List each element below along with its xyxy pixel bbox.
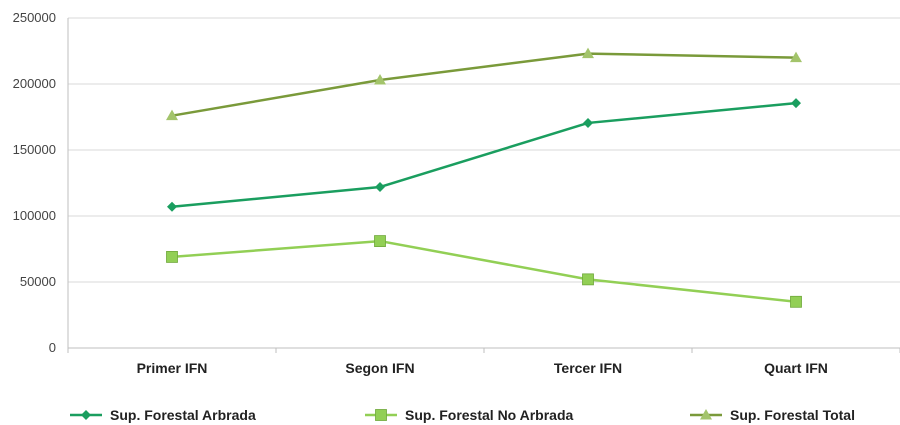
series-line bbox=[171, 52, 797, 117]
y-tick-label: 100000 bbox=[13, 208, 56, 223]
x-category-label: Quart IFN bbox=[764, 360, 828, 376]
x-category-label: Tercer IFN bbox=[554, 360, 622, 376]
series-line bbox=[171, 101, 797, 209]
data-point-diamond bbox=[791, 98, 801, 109]
data-point-square bbox=[375, 409, 387, 421]
x-category-label: Primer IFN bbox=[137, 360, 208, 376]
series-layer bbox=[166, 47, 802, 308]
data-point-square bbox=[374, 235, 386, 247]
grid-lines bbox=[68, 17, 900, 349]
data-point-diamond bbox=[81, 410, 91, 420]
data-point-triangle bbox=[582, 47, 594, 59]
series-1 bbox=[167, 98, 801, 212]
legend-item: Sup. Forestal No Arbrada bbox=[365, 407, 574, 423]
legend-label: Sup. Forestal Arbrada bbox=[110, 407, 256, 423]
data-point-square bbox=[166, 251, 178, 263]
x-category-label: Segon IFN bbox=[345, 360, 414, 376]
y-tick-label: 250000 bbox=[13, 10, 56, 25]
data-point-triangle bbox=[790, 51, 802, 63]
data-point-square bbox=[790, 295, 802, 308]
data-point-diamond bbox=[583, 117, 593, 128]
legend-item: Sup. Forestal Total bbox=[690, 407, 855, 423]
y-tick-label: 150000 bbox=[13, 142, 56, 157]
y-tick-label: 50000 bbox=[20, 274, 56, 289]
legend: Sup. Forestal Arbrada Sup. Forestal No Ar… bbox=[70, 407, 855, 423]
data-point-diamond bbox=[375, 181, 385, 192]
data-point-triangle bbox=[700, 409, 712, 420]
series-3 bbox=[166, 47, 802, 121]
legend-label: Sup. Forestal No Arbrada bbox=[405, 407, 574, 423]
legend-item: Sup. Forestal Arbrada bbox=[70, 407, 256, 423]
y-axis: 0 50000 100000 150000 200000 250000 bbox=[13, 10, 69, 355]
data-point-square bbox=[582, 273, 594, 286]
data-point-triangle bbox=[374, 74, 386, 85]
data-point-diamond bbox=[167, 201, 177, 212]
data-point-triangle bbox=[166, 109, 178, 121]
x-axis: Primer IFN Segon IFN Tercer IFN Quart IFN bbox=[67, 348, 900, 376]
y-tick-label: 200000 bbox=[13, 76, 56, 91]
series-line bbox=[171, 239, 797, 304]
legend-label: Sup. Forestal Total bbox=[730, 407, 855, 423]
series-2 bbox=[166, 235, 802, 308]
y-tick-label: 0 bbox=[49, 340, 56, 355]
